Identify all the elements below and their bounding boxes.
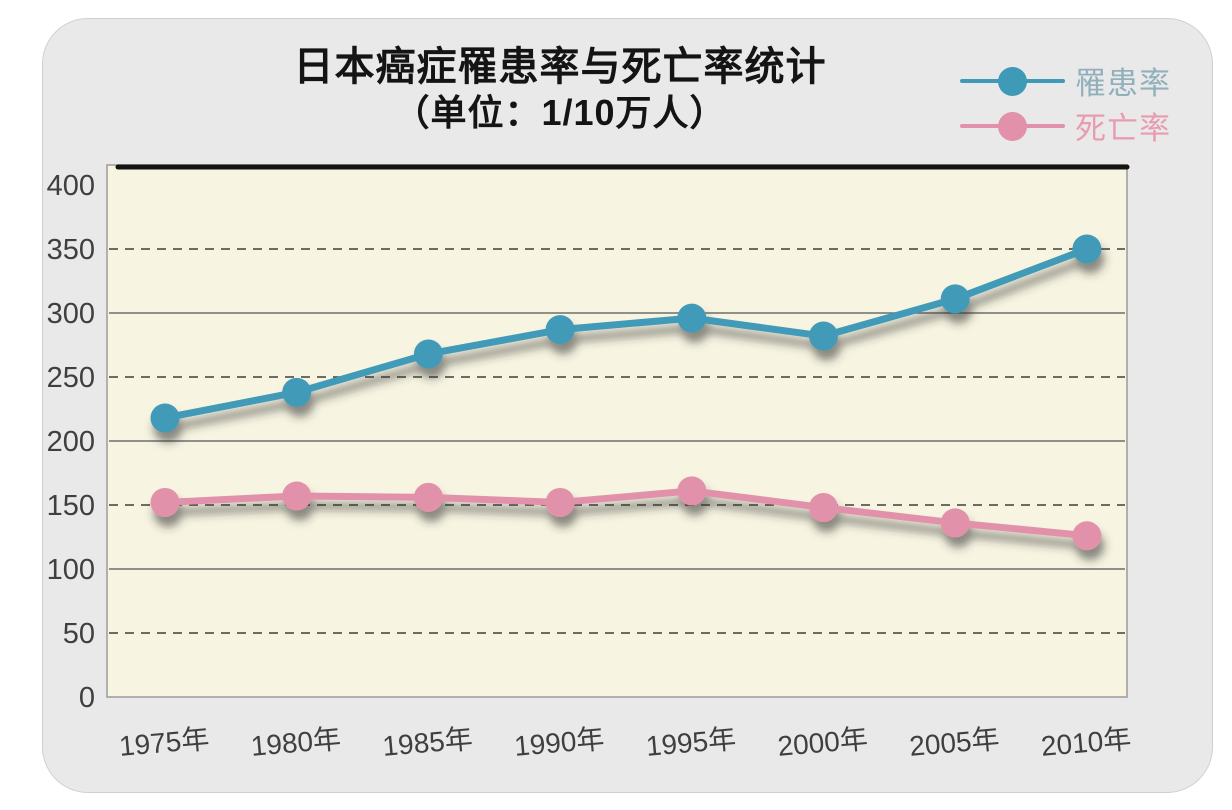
y-tick-label: 350: [47, 234, 95, 266]
plot-background: [106, 164, 1128, 698]
data-point: [809, 493, 838, 523]
series-mortality: [150, 476, 1102, 551]
legend-marker-mortality: [960, 111, 1065, 141]
chart-title: 日本癌症罹患率与死亡率统计: [293, 45, 827, 89]
legend-label-mortality: 死亡率: [1075, 111, 1171, 146]
plot-area: [106, 164, 1128, 698]
x-tick-label: 2010年: [1040, 723, 1133, 762]
y-tick-label: 50: [63, 618, 95, 650]
x-tick-label: 2005年: [908, 723, 1001, 762]
data-point: [677, 476, 707, 506]
data-point: [809, 321, 838, 351]
x-tick-label: 1980年: [250, 723, 343, 762]
data-point: [282, 481, 312, 511]
series-line: [161, 245, 1091, 422]
series-line: [161, 487, 1091, 540]
chart-subtitle: （单位：1/10万人）: [393, 92, 727, 133]
data-point: [940, 508, 970, 538]
data-point: [150, 487, 180, 517]
series-incidence: [150, 234, 1102, 433]
x-tick-label: 1985年: [381, 723, 474, 762]
legend-item-mortality[interactable]: 死亡率: [960, 105, 1212, 146]
y-axis-labels: 0 50 100 150 200 250 300 350 400: [47, 170, 95, 714]
data-point: [413, 339, 443, 369]
data-point: [413, 482, 443, 512]
legend-dot-icon: [998, 111, 1027, 141]
legend: 罹患率 死亡率: [960, 60, 1212, 146]
legend-label-incidence: 罹患率: [1075, 66, 1171, 101]
x-axis-labels: 1975年 1980年 1985年 1990年 1995年 2000年 2005年 2010年: [118, 723, 1133, 762]
x-tick-label: 2000年: [776, 723, 869, 762]
y-tick-label: 100: [47, 554, 95, 586]
x-tick-label: 1995年: [645, 723, 738, 762]
legend-item-incidence[interactable]: 罹患率: [960, 60, 1212, 101]
data-point: [545, 487, 575, 517]
series-group: [150, 234, 1102, 551]
legend-marker-incidence: [960, 66, 1065, 96]
y-tick-label: 150: [47, 490, 95, 522]
x-tick-label: 1975年: [118, 723, 211, 762]
data-point: [940, 284, 970, 314]
data-point: [282, 377, 312, 407]
data-point: [1072, 234, 1102, 264]
data-point: [545, 315, 575, 345]
data-point: [150, 403, 180, 433]
x-tick-label: 1990年: [513, 723, 606, 762]
y-tick-label: 200: [47, 426, 95, 458]
y-tick-label: 0: [79, 682, 95, 714]
legend-dot-icon: [998, 66, 1027, 96]
data-point: [1072, 521, 1102, 551]
data-point: [677, 303, 707, 333]
title-block: 日本癌症罹患率与死亡率统计 （单位：1/10万人）: [115, 44, 1005, 135]
y-tick-label: 300: [47, 298, 95, 330]
y-tick-label: 400: [47, 170, 95, 202]
y-tick-label: 250: [47, 362, 95, 394]
